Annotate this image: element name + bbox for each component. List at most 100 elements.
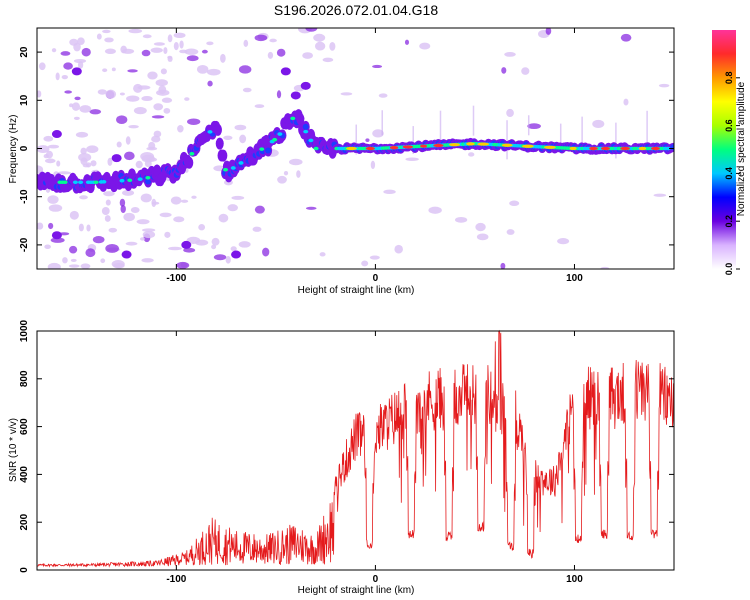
heatmap-noise-blob	[90, 160, 97, 167]
heatmap-title: S196.2026.072.01.04.G18	[274, 2, 438, 18]
heatmap-noise-blob	[116, 115, 128, 125]
heatmap-noise-blob	[231, 195, 245, 200]
heatmap-noise-blob	[195, 239, 209, 246]
ridge-core	[665, 146, 671, 151]
heatmap-noise-blob	[64, 90, 72, 94]
heatmap-noise-blob	[125, 241, 138, 246]
heatmap-noise-blob	[658, 83, 670, 88]
heatmap-noise-blob	[133, 83, 143, 93]
colorbar-ticks: 0.0 0.2 0.4 0.6 0.8	[724, 72, 740, 275]
heatmap-noise-blob	[92, 236, 105, 244]
heatmap-noise-blob	[201, 49, 208, 54]
heatmap-noise-blob	[504, 51, 516, 57]
heatmap-streak	[439, 110, 442, 141]
ridge-core	[127, 178, 133, 183]
heatmap-noise-blob	[102, 68, 108, 73]
heatmap-noise-blob	[125, 136, 131, 145]
heatmap-noise-blob	[557, 238, 570, 245]
heatmap-noise-blob	[55, 72, 60, 81]
ridge-core	[259, 147, 265, 151]
heatmap-noise-blob	[47, 144, 60, 149]
heatmap-noise-blob	[148, 141, 156, 150]
colorbar	[712, 30, 736, 269]
heatmap-streak	[615, 122, 617, 159]
heatmap-noise-blob	[153, 42, 166, 46]
heatmap-noise-blob	[225, 256, 231, 264]
heatmap-streak	[581, 116, 583, 147]
ridge-hotspot	[448, 143, 461, 147]
heatmap-noise-blob	[78, 223, 84, 232]
heatmap-blob	[300, 81, 311, 90]
heatmap-noise-blob	[527, 123, 541, 130]
x-tick-label: 100	[566, 273, 583, 284]
ridge-core	[272, 137, 278, 142]
heatmap-noise-blob	[50, 237, 65, 243]
ridge-core	[308, 138, 314, 143]
heatmap-noise-blob	[184, 97, 190, 101]
heatmap-noise-blob	[105, 199, 111, 206]
heatmap-blob	[181, 240, 192, 249]
heatmap-noise-blob	[44, 244, 51, 250]
x-tick-label: 100	[566, 574, 583, 585]
heatmap-noise-blob	[107, 157, 113, 166]
y-tick-label: 600	[19, 418, 30, 435]
heatmap-blob	[51, 231, 62, 240]
heatmap-streak	[472, 105, 475, 136]
heatmap-noise-blob	[313, 33, 326, 42]
ridge-hotspot	[346, 146, 357, 151]
heatmap-y-ticks: -20 -10 0 10 20	[19, 46, 674, 252]
heatmap-noise-blob	[191, 195, 197, 199]
colorbar-tick-label: 0.4	[724, 167, 734, 180]
heatmap-noise-blob	[108, 227, 118, 233]
ridge-core	[277, 132, 283, 136]
heatmap-noise-blob	[404, 39, 410, 45]
heatmap-noise-blob	[48, 204, 63, 212]
heatmap-noise-blob	[80, 147, 87, 155]
heatmap-noise-blob	[71, 102, 80, 111]
heatmap-noise-blob	[144, 159, 152, 168]
heatmap-noise-blob	[140, 237, 145, 241]
heatmap-noise-blob	[506, 108, 514, 118]
ridge-hotspot	[650, 146, 660, 151]
heatmap-noise-blob	[70, 258, 77, 263]
ridge-hotspot	[402, 145, 414, 149]
heatmap-noise-blob	[160, 68, 167, 75]
heatmap-noise-blob	[196, 65, 209, 74]
heatmap-x-ticks: -100 0 100	[166, 28, 583, 284]
ridge-hotspot	[466, 142, 475, 146]
heatmap-noise-blob	[60, 51, 71, 56]
heatmap-noise-blob	[521, 67, 530, 75]
heatmap-noise-blob	[130, 207, 140, 213]
ridge-outer	[153, 164, 162, 177]
heatmap-noise-blob	[74, 96, 81, 101]
heatmap-noise-blob	[141, 49, 151, 57]
heatmap-noise-blob	[155, 79, 168, 87]
heatmap-noise-blob	[68, 264, 80, 268]
heatmap-streak	[381, 110, 383, 136]
heatmap-noise-blob	[147, 71, 158, 80]
heatmap-noise-blob	[151, 135, 161, 143]
heatmap-noise-blob	[153, 103, 164, 111]
ridge-core	[238, 161, 244, 165]
heatmap-noise-blob	[47, 195, 59, 204]
heatmap-noise-blob	[267, 51, 274, 59]
heatmap-noise-blob	[305, 206, 317, 210]
heatmap-noise-blob	[329, 42, 336, 51]
heatmap-noise-blob	[101, 206, 110, 216]
ridge-hotspot	[477, 142, 490, 146]
heatmap-noise-blob	[38, 62, 46, 71]
heatmap-noise-blob	[63, 62, 73, 70]
heatmap-noise-blob	[73, 116, 80, 120]
ridge-core	[78, 180, 84, 185]
heatmap-noise-blob	[62, 257, 68, 264]
heatmap-noise-blob	[86, 145, 99, 154]
ridge-hotspot	[543, 145, 556, 149]
heatmap-noise-blob	[123, 151, 135, 161]
heatmap-noise-blob	[372, 129, 384, 138]
heatmap-noise-blob	[243, 39, 249, 47]
heatmap-noise-blob	[288, 158, 303, 166]
heatmap-noise-blob	[475, 222, 486, 232]
heatmap-noise-blob	[80, 263, 91, 269]
colorbar-tick-label: 0.2	[724, 215, 734, 228]
heatmap-noise-blob	[61, 75, 68, 80]
